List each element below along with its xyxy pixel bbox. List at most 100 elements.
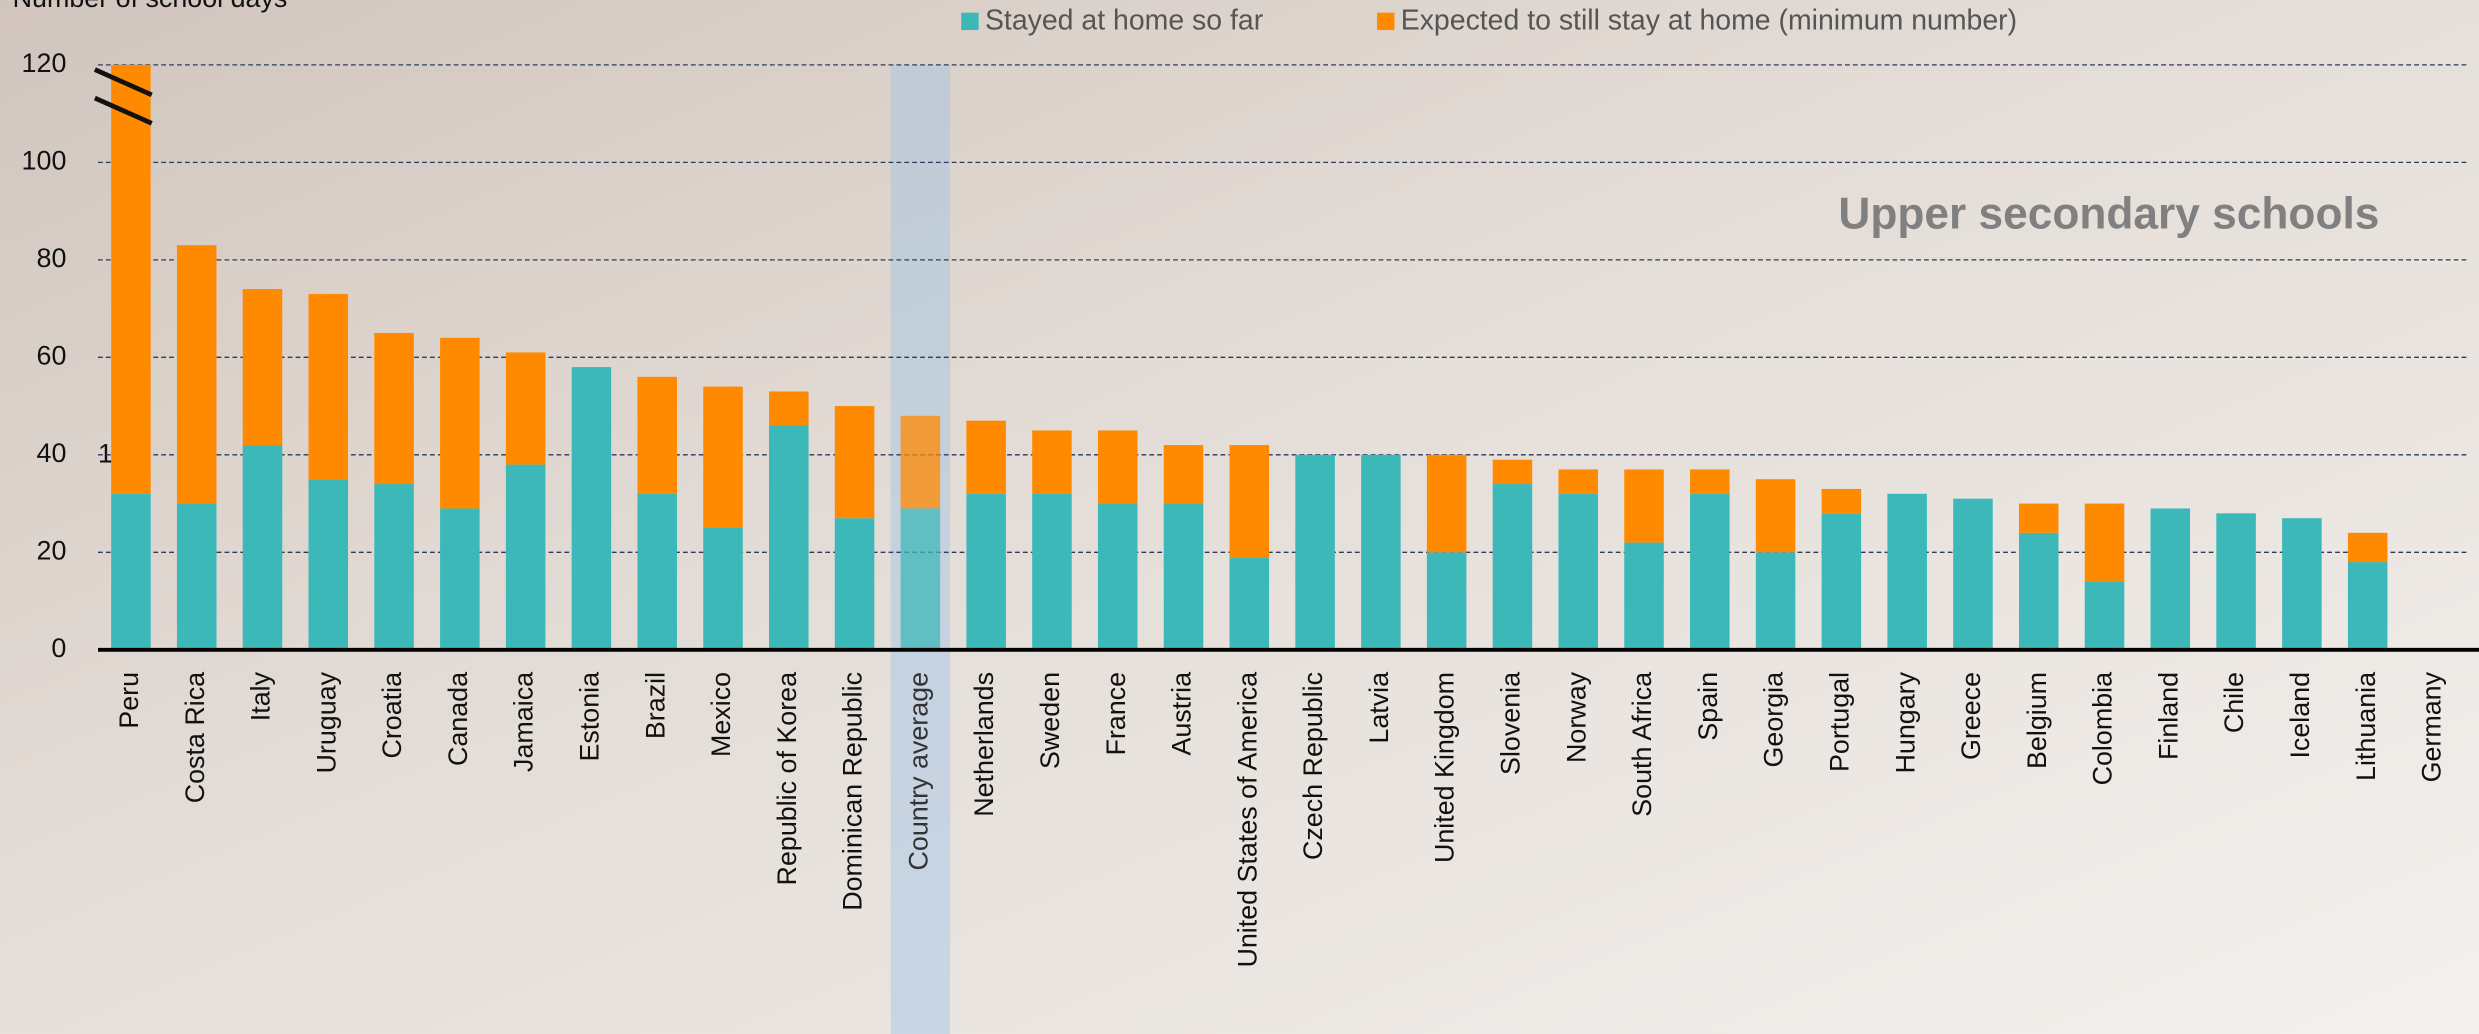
- bar-segment: [1230, 557, 1270, 650]
- x-tick-label: Czech Republic: [1298, 672, 1328, 860]
- bar-segment: [703, 528, 743, 650]
- bar-segment: [703, 387, 743, 528]
- bar-segment: [1361, 455, 1401, 650]
- x-tick-label: Norway: [1561, 671, 1591, 763]
- x-tick-label: United States of America: [1232, 672, 1262, 968]
- x-tick-label: South Africa: [1627, 672, 1657, 817]
- bar-segment: [440, 508, 480, 649]
- x-tick-label: Germany: [2417, 671, 2447, 782]
- bar-segment: [2348, 562, 2388, 650]
- bar-segment: [1887, 494, 1927, 650]
- bar-segment: [1690, 469, 1730, 493]
- bar-segment: [1756, 479, 1796, 552]
- bar-segment: [966, 421, 1006, 494]
- bar-segment: [1822, 513, 1862, 649]
- bar-segment: [2282, 518, 2322, 650]
- y-tick-label: 20: [37, 535, 67, 565]
- x-tick-label: United Kingdom: [1430, 672, 1460, 863]
- bar-segment: [2151, 508, 2191, 649]
- bar-segment: [1756, 552, 1796, 649]
- bar-segment: [1493, 484, 1533, 650]
- chart: Number of school days Upper secondary sc…: [0, 0, 2479, 1034]
- bar-segment: [1558, 469, 1598, 493]
- x-tick-label: Croatia: [377, 672, 407, 759]
- x-tick-label: Hungary: [1890, 671, 1920, 773]
- bar-segment: [506, 352, 546, 464]
- x-tick-label: Iceland: [2285, 672, 2315, 759]
- bar-segment: [1624, 543, 1664, 650]
- x-tick-label: Republic of Korea: [772, 672, 802, 886]
- x-tick-label: Latvia: [1364, 672, 1394, 744]
- x-tick-label: Sweden: [1035, 672, 1065, 769]
- x-tick-label: Colombia: [2088, 672, 2118, 786]
- bar-segment: [901, 508, 941, 649]
- x-tick-label: Uruguay: [311, 671, 341, 773]
- bar-segment: [769, 391, 809, 425]
- x-tick-label: Country average: [903, 672, 933, 871]
- bar-segment: [374, 333, 414, 484]
- bar-segment: [1427, 552, 1467, 649]
- x-tick-label: Lithuania: [2351, 672, 2381, 781]
- x-tick-label: Jamaica: [509, 672, 539, 772]
- bar-segment: [1624, 469, 1664, 542]
- x-tick-label: Estonia: [575, 672, 605, 762]
- bar-segment: [309, 479, 349, 650]
- bar-segment: [637, 494, 677, 650]
- annotation: Upper secondary schools: [1838, 189, 2379, 238]
- bar-segment: [1164, 445, 1204, 503]
- y-tick-label: 120: [22, 48, 67, 78]
- x-tick-label: Austria: [1167, 672, 1197, 756]
- bar-segment: [572, 367, 612, 650]
- bar-segment: [1690, 494, 1730, 650]
- bar-segment: [637, 377, 677, 494]
- bar-segment: [1493, 460, 1533, 484]
- bar-segment: [440, 338, 480, 509]
- bar-segment: [2085, 504, 2125, 582]
- bar-segment: [1230, 445, 1270, 557]
- x-tick-label: Italy: [246, 671, 276, 721]
- bar-segment: [111, 494, 151, 650]
- y-tick-label: 80: [37, 243, 67, 273]
- x-tick-label: Mexico: [706, 672, 736, 757]
- bar-segment: [835, 518, 875, 650]
- legend-label: Expected to still stay at home (minimum …: [1401, 5, 2017, 37]
- y-tick-label: 0: [51, 633, 66, 663]
- x-tick-label: Chile: [2219, 672, 2249, 733]
- x-tick-label: Costa Rica: [180, 672, 210, 803]
- bar-segment: [2019, 504, 2059, 533]
- x-tick-label: Peru: [114, 672, 144, 729]
- bar-segment: [1032, 430, 1072, 493]
- bar-segment: [243, 445, 283, 650]
- bar-segment: [243, 289, 283, 445]
- y-tick-label: 60: [37, 340, 67, 370]
- bar-segment: [2085, 582, 2125, 650]
- x-tick-label: Slovenia: [1496, 672, 1526, 775]
- bar-segment: [177, 245, 217, 503]
- bar-segment: [1822, 489, 1862, 513]
- bar-segment: [1427, 455, 1467, 552]
- x-tick-label: Finland: [2153, 672, 2183, 760]
- x-tick-label: France: [1101, 672, 1131, 756]
- bar-segment: [1164, 504, 1204, 650]
- bar-segment: [374, 484, 414, 650]
- bar-segment: [1953, 499, 1993, 650]
- bar-segment: [835, 406, 875, 518]
- x-tick-label: Netherlands: [969, 672, 999, 817]
- bar-segment: [966, 494, 1006, 650]
- bar-segment: [1558, 494, 1598, 650]
- bar-segment: [1098, 504, 1138, 650]
- bar-segment: [309, 294, 349, 479]
- legend-label: Stayed at home so far: [985, 5, 1263, 37]
- page: {"chart_data": {"type": "stacked_bar", "…: [0, 0, 2479, 1034]
- bar-segment: [506, 465, 546, 650]
- x-tick-label: Brazil: [640, 672, 670, 739]
- y-tick-label: 40: [37, 438, 67, 468]
- x-tick-label: Greece: [1956, 672, 1986, 760]
- x-tick-label: Portugal: [1824, 672, 1854, 772]
- x-tick-label: Dominican Republic: [838, 672, 868, 911]
- bar-segment: [1032, 494, 1072, 650]
- bar-segment: [769, 426, 809, 650]
- x-tick-label: Canada: [443, 672, 473, 766]
- bar-segment: [1098, 430, 1138, 503]
- bar-segment: [901, 416, 941, 509]
